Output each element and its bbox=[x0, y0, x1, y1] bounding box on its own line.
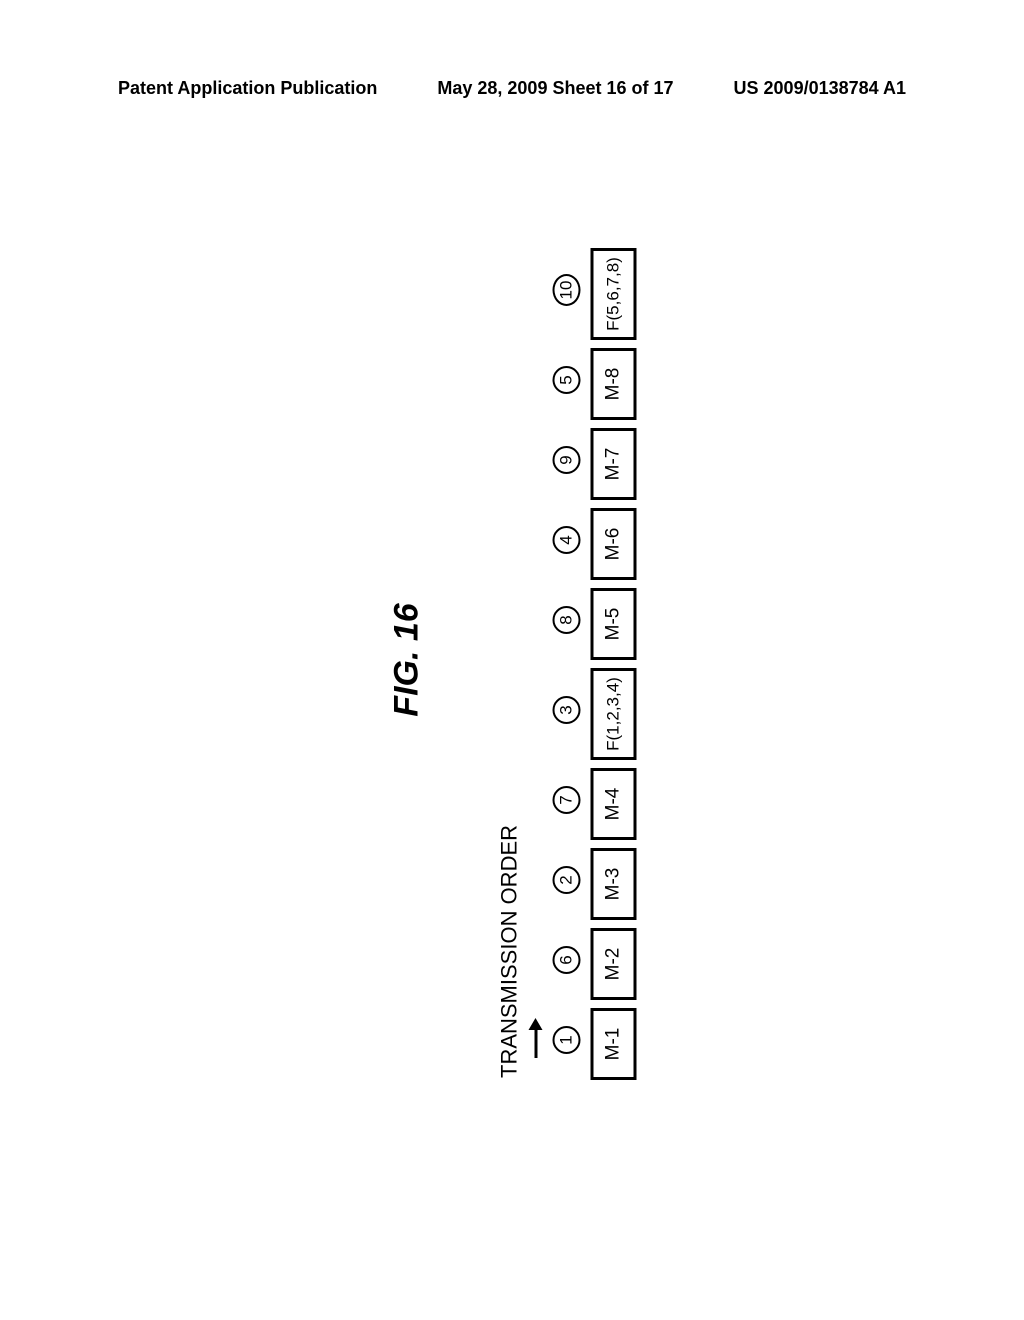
header-right: US 2009/0138784 A1 bbox=[734, 78, 906, 99]
header-center: May 28, 2009 Sheet 16 of 17 bbox=[437, 78, 673, 99]
order-circle: 3 bbox=[553, 696, 581, 724]
order-circle: 8 bbox=[553, 606, 581, 634]
order-circle: 7 bbox=[553, 786, 581, 814]
order-circles-row: 1 6 2 7 3 8 4 9 5 10 bbox=[553, 240, 581, 1080]
packet-box: M-4 bbox=[591, 768, 637, 840]
packet-box: M-1 bbox=[591, 1008, 637, 1080]
packet-box: M-3 bbox=[591, 848, 637, 920]
figure-title: FIG. 16 bbox=[388, 240, 427, 1080]
order-slot: 8 bbox=[553, 580, 581, 660]
order-circle: 1 bbox=[553, 1026, 581, 1054]
transmission-order-arrow bbox=[529, 240, 543, 1058]
order-slot: 7 bbox=[553, 760, 581, 840]
header-left: Patent Application Publication bbox=[118, 78, 377, 99]
order-slot: 3 bbox=[553, 660, 581, 760]
order-circle: 10 bbox=[553, 274, 581, 306]
order-circle: 2 bbox=[553, 866, 581, 894]
arrow-head-icon bbox=[529, 1018, 543, 1030]
order-slot: 6 bbox=[553, 920, 581, 1000]
packet-box: M-7 bbox=[591, 428, 637, 500]
order-slot: 10 bbox=[553, 240, 581, 340]
packet-box: F(1,2,3,4) bbox=[591, 668, 637, 760]
order-slot: 1 bbox=[553, 1000, 581, 1080]
order-slot: 5 bbox=[553, 340, 581, 420]
packet-box: M-5 bbox=[591, 588, 637, 660]
order-slot: 2 bbox=[553, 840, 581, 920]
packet-box: M-8 bbox=[591, 348, 637, 420]
order-slot: 4 bbox=[553, 500, 581, 580]
packet-box: M-2 bbox=[591, 928, 637, 1000]
order-slot: 9 bbox=[553, 420, 581, 500]
page-header: Patent Application Publication May 28, 2… bbox=[0, 78, 1024, 99]
order-circle: 4 bbox=[553, 526, 581, 554]
arrow-line-icon bbox=[534, 1030, 537, 1058]
packet-boxes-row: M-1 M-2 M-3 M-4 F(1,2,3,4) M-5 M-6 M-7 M… bbox=[591, 240, 637, 1080]
order-circle: 9 bbox=[553, 446, 581, 474]
packet-box: F(5,6,7,8) bbox=[591, 248, 637, 340]
transmission-order-label: TRANSMISSION ORDER bbox=[497, 240, 523, 1078]
order-circle: 6 bbox=[553, 946, 581, 974]
figure-16: FIG. 16 TRANSMISSION ORDER 1 6 2 7 3 8 4… bbox=[388, 240, 637, 1080]
order-circle: 5 bbox=[553, 366, 581, 394]
packet-box: M-6 bbox=[591, 508, 637, 580]
